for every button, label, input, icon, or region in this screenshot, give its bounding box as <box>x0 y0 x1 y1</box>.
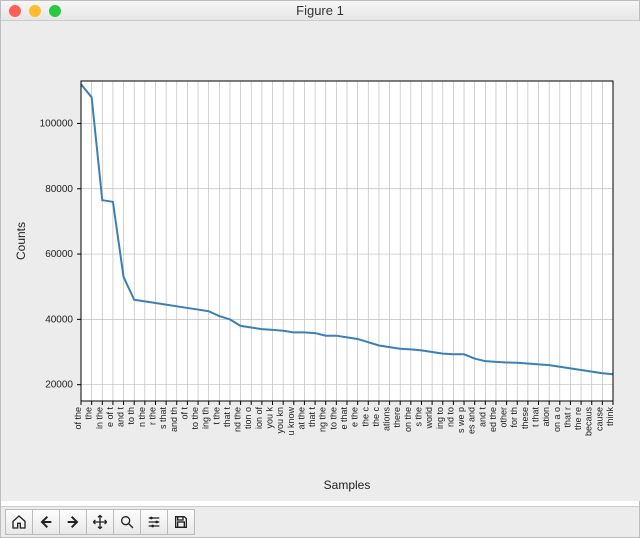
xtick-label: to th <box>126 407 136 425</box>
xtick-label: the <box>84 407 94 420</box>
forward-button[interactable] <box>59 509 87 535</box>
xtick-label: e the <box>350 407 360 427</box>
ytick-label: 60000 <box>45 249 73 260</box>
titlebar: Figure 1 <box>1 1 639 21</box>
ytick-label: 100000 <box>40 118 74 129</box>
xtick-label: these <box>520 407 530 429</box>
xtick-label: to the <box>190 407 200 430</box>
xtick-label: n the <box>137 407 147 427</box>
save-button[interactable] <box>167 509 195 535</box>
move-icon <box>92 514 108 530</box>
sliders-icon <box>146 514 162 530</box>
xtick-label: u know <box>286 407 296 436</box>
xtick-label: for th <box>509 407 519 428</box>
xtick-label: nd to <box>445 407 455 427</box>
xtick-label: there <box>392 407 402 428</box>
home-button[interactable] <box>5 509 33 535</box>
xtick-label: the c <box>360 407 370 427</box>
xtick-label: that t <box>222 407 232 428</box>
xtick-label: ing to <box>435 407 445 429</box>
xtick-label: nd the <box>233 407 243 432</box>
xtick-label: the c <box>371 407 381 427</box>
nav-toolbar <box>1 506 639 537</box>
xtick-label: s that <box>158 407 168 430</box>
xtick-label: on the <box>403 407 413 432</box>
minimize-icon[interactable] <box>29 5 41 17</box>
xtick-label: r the <box>147 407 157 425</box>
xtick-label: world <box>424 407 434 430</box>
xtick-label: you k <box>265 407 275 429</box>
close-icon[interactable] <box>9 5 21 17</box>
xtick-label: in the <box>94 407 104 429</box>
xtick-label: ng the <box>318 407 328 432</box>
xtick-label: ation <box>541 407 551 427</box>
xtick-label: es and <box>467 407 477 434</box>
configure-button[interactable] <box>140 509 168 535</box>
xtick-label: cause <box>594 407 604 431</box>
xtick-label: t that <box>531 407 541 428</box>
back-button[interactable] <box>32 509 60 535</box>
xtick-label: tion o <box>243 407 253 429</box>
pan-button[interactable] <box>86 509 114 535</box>
xtick-label: on a o <box>552 407 562 432</box>
xtick-label: of t <box>179 407 189 420</box>
xtick-label: other <box>499 407 509 428</box>
xtick-label: becaus <box>584 407 594 437</box>
xtick-label: you kn <box>275 407 285 434</box>
plot-canvas: 20000 40000 60000 80000 100000 of the the in … <box>1 21 639 506</box>
xtick-label: ion of <box>254 407 264 430</box>
xtick-label: ed the <box>488 407 498 432</box>
ytick-label: 80000 <box>45 184 73 195</box>
xtick-label: ations <box>382 407 392 432</box>
traffic-lights <box>9 5 61 17</box>
xtick-label: s we p <box>456 407 466 433</box>
xtick-label: t the <box>211 407 221 425</box>
xtick-label: and th <box>169 407 179 432</box>
xtick-label: ing th <box>201 407 211 429</box>
maximize-icon[interactable] <box>49 5 61 17</box>
save-icon <box>173 514 189 530</box>
xtick-label: that t <box>307 407 317 428</box>
xtick-label: e of t <box>105 407 115 428</box>
ytick-label: 20000 <box>45 380 73 391</box>
zoom-button[interactable] <box>113 509 141 535</box>
xtick-label: of the <box>73 407 83 430</box>
xlabel: Samples <box>324 478 371 492</box>
ylabel: Counts <box>14 222 28 260</box>
xtick-label: e that <box>339 407 349 430</box>
xtick-label: that r <box>562 407 572 428</box>
figure-window: Figure 1 20000 40000 60000 80000 100000 of th… <box>0 0 640 538</box>
arrow-left-icon <box>38 514 54 530</box>
home-icon <box>11 514 27 530</box>
window-title: Figure 1 <box>1 3 639 18</box>
xtick-label: the re <box>573 407 583 430</box>
ytick-label: 40000 <box>45 314 73 325</box>
plot-svg: 20000 40000 60000 80000 100000 of the the in … <box>1 21 640 501</box>
xtick-label: s the <box>413 407 423 427</box>
arrow-right-icon <box>65 514 81 530</box>
xtick-label: and t <box>477 407 487 428</box>
zoom-icon <box>119 514 135 530</box>
xtick-label: at the <box>296 407 306 430</box>
xtick-label: think <box>605 407 615 427</box>
xtick-label: to the <box>328 407 338 430</box>
xtick-label: and t <box>116 407 126 428</box>
